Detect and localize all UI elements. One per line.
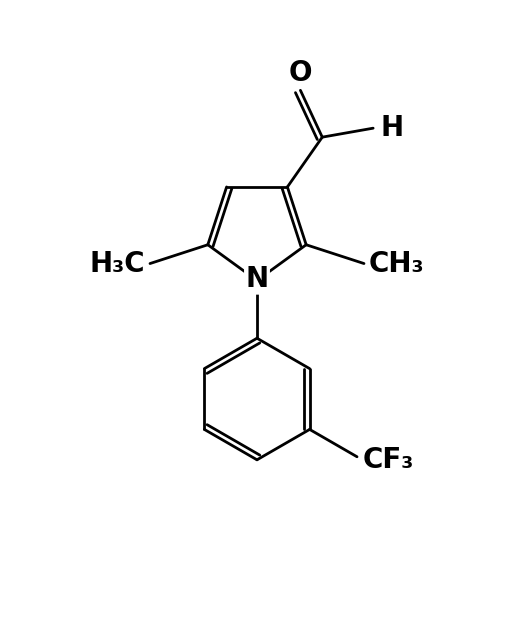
Text: CF₃: CF₃: [363, 446, 414, 474]
Text: CH₃: CH₃: [369, 250, 425, 278]
Text: O: O: [289, 60, 312, 87]
Text: H: H: [380, 114, 403, 142]
Text: H₃C: H₃C: [89, 250, 145, 278]
Text: N: N: [246, 265, 268, 293]
